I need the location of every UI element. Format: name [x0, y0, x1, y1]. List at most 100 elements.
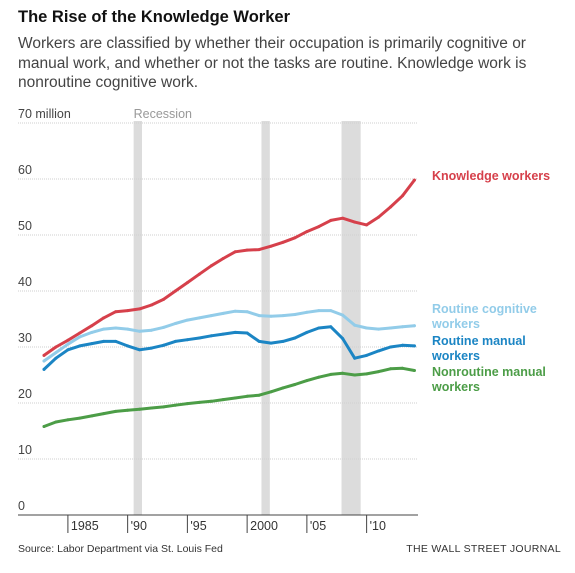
series-label-line: Knowledge workers: [432, 169, 550, 183]
data-point-routine-cognitive-workers: [269, 314, 273, 318]
data-point-routine-manual-workers: [341, 337, 345, 341]
y-tick-label: 50: [18, 219, 32, 233]
data-point-routine-cognitive-workers: [126, 327, 130, 331]
data-point-routine-manual-workers: [221, 332, 225, 336]
data-point-routine-cognitive-workers: [353, 323, 357, 327]
data-point-routine-manual-workers: [138, 348, 142, 352]
data-point-routine-cognitive-workers: [412, 324, 416, 328]
series-line-knowledge-workers: [42, 178, 416, 357]
data-point-nonroutine-manual-workers: [114, 409, 118, 413]
data-point-routine-cognitive-workers: [329, 309, 333, 313]
data-point-routine-manual-workers: [317, 326, 321, 330]
data-point-knowledge-workers: [126, 309, 130, 313]
series-label-line: workers: [431, 317, 480, 331]
data-point-routine-cognitive-workers: [173, 322, 177, 325]
data-point-routine-cognitive-workers: [150, 328, 153, 332]
data-point-knowledge-workers: [197, 272, 201, 276]
data-point-nonroutine-manual-workers: [329, 372, 333, 376]
data-point-knowledge-workers: [162, 297, 165, 301]
series-label-line: workers: [431, 380, 480, 394]
data-point-routine-cognitive-workers: [78, 335, 82, 339]
data-point-nonroutine-manual-workers: [269, 390, 273, 394]
data-point-knowledge-workers: [317, 225, 321, 229]
data-point-routine-manual-workers: [281, 339, 285, 343]
data-point-routine-cognitive-workers: [377, 327, 381, 331]
data-point-nonroutine-manual-workers: [365, 372, 369, 376]
data-point-nonroutine-manual-workers: [162, 405, 165, 409]
publisher-credit: THE WALL STREET JOURNAL: [406, 543, 561, 555]
data-point-knowledge-workers: [185, 281, 189, 285]
data-point-nonroutine-manual-workers: [66, 418, 70, 422]
source-note: Source: Labor Department via St. Louis F…: [18, 543, 223, 555]
x-tick-label: '10: [370, 519, 386, 533]
data-point-knowledge-workers: [257, 248, 261, 252]
data-point-knowledge-workers: [281, 240, 285, 244]
data-point-knowledge-workers: [221, 257, 225, 260]
data-point-knowledge-workers: [329, 218, 333, 222]
data-point-nonroutine-manual-workers: [150, 406, 153, 410]
recession-band: [133, 121, 142, 515]
data-point-nonroutine-manual-workers: [54, 420, 58, 424]
y-tick-label: 30: [18, 331, 32, 345]
data-point-knowledge-workers: [269, 244, 273, 248]
series-label-routine-manual-workers: Routine manual workers: [431, 334, 526, 363]
data-point-routine-cognitive-workers: [365, 326, 369, 330]
data-point-knowledge-workers: [90, 324, 94, 328]
data-point-routine-cognitive-workers: [102, 327, 106, 331]
data-point-routine-cognitive-workers: [54, 351, 58, 355]
data-point-routine-manual-workers: [353, 356, 357, 360]
data-point-routine-cognitive-workers: [209, 314, 213, 318]
data-point-knowledge-workers: [305, 230, 309, 234]
data-point-routine-manual-workers: [257, 339, 261, 343]
data-point-nonroutine-manual-workers: [353, 373, 357, 377]
data-point-nonroutine-manual-workers: [401, 366, 404, 370]
series-label-line: Routine cognitive: [432, 302, 537, 316]
data-point-routine-cognitive-workers: [66, 342, 70, 346]
data-point-routine-manual-workers: [209, 334, 213, 338]
data-point-nonroutine-manual-workers: [233, 396, 237, 400]
data-point-routine-manual-workers: [233, 330, 237, 334]
data-point-nonroutine-manual-workers: [293, 383, 297, 386]
data-point-nonroutine-manual-workers: [126, 408, 130, 412]
data-point-knowledge-workers: [102, 316, 106, 320]
data-point-knowledge-workers: [353, 220, 357, 224]
data-point-knowledge-workers: [150, 303, 153, 307]
data-point-routine-manual-workers: [54, 356, 58, 360]
data-point-nonroutine-manual-workers: [389, 367, 392, 371]
data-point-knowledge-workers: [66, 338, 70, 342]
data-point-routine-manual-workers: [365, 353, 369, 357]
data-point-routine-manual-workers: [90, 342, 94, 346]
recession-label: Recession: [134, 107, 192, 121]
data-point-routine-manual-workers: [305, 330, 309, 334]
y-tick-label: 10: [18, 443, 32, 457]
data-point-nonroutine-manual-workers: [102, 412, 106, 416]
data-point-routine-cognitive-workers: [185, 318, 189, 322]
data-point-routine-manual-workers: [102, 339, 106, 343]
data-point-routine-cognitive-workers: [114, 326, 118, 330]
data-point-routine-manual-workers: [185, 338, 189, 342]
data-point-nonroutine-manual-workers: [185, 402, 189, 406]
data-point-knowledge-workers: [173, 289, 177, 293]
data-point-routine-cognitive-workers: [341, 313, 345, 317]
series-label-routine-cognitive-workers: Routine cognitive workers: [431, 302, 537, 331]
data-point-nonroutine-manual-workers: [412, 369, 416, 372]
data-point-routine-cognitive-workers: [389, 326, 392, 330]
data-point-routine-manual-workers: [245, 331, 249, 335]
x-tick-label: 2000: [250, 519, 278, 533]
data-point-routine-manual-workers: [162, 343, 165, 347]
data-point-nonroutine-manual-workers: [78, 416, 82, 420]
data-point-routine-manual-workers: [150, 346, 153, 350]
data-point-knowledge-workers: [401, 194, 404, 198]
data-point-nonroutine-manual-workers: [42, 425, 46, 428]
data-point-routine-manual-workers: [412, 344, 416, 348]
data-point-nonroutine-manual-workers: [305, 379, 309, 383]
data-point-routine-cognitive-workers: [162, 325, 165, 329]
data-point-knowledge-workers: [138, 307, 142, 311]
series-label-line: workers: [431, 349, 480, 363]
data-point-knowledge-workers: [389, 205, 392, 209]
x-tick-label: '05: [310, 519, 326, 533]
data-point-routine-manual-workers: [329, 325, 333, 329]
data-point-nonroutine-manual-workers: [90, 414, 94, 418]
data-point-routine-cognitive-workers: [42, 359, 46, 363]
